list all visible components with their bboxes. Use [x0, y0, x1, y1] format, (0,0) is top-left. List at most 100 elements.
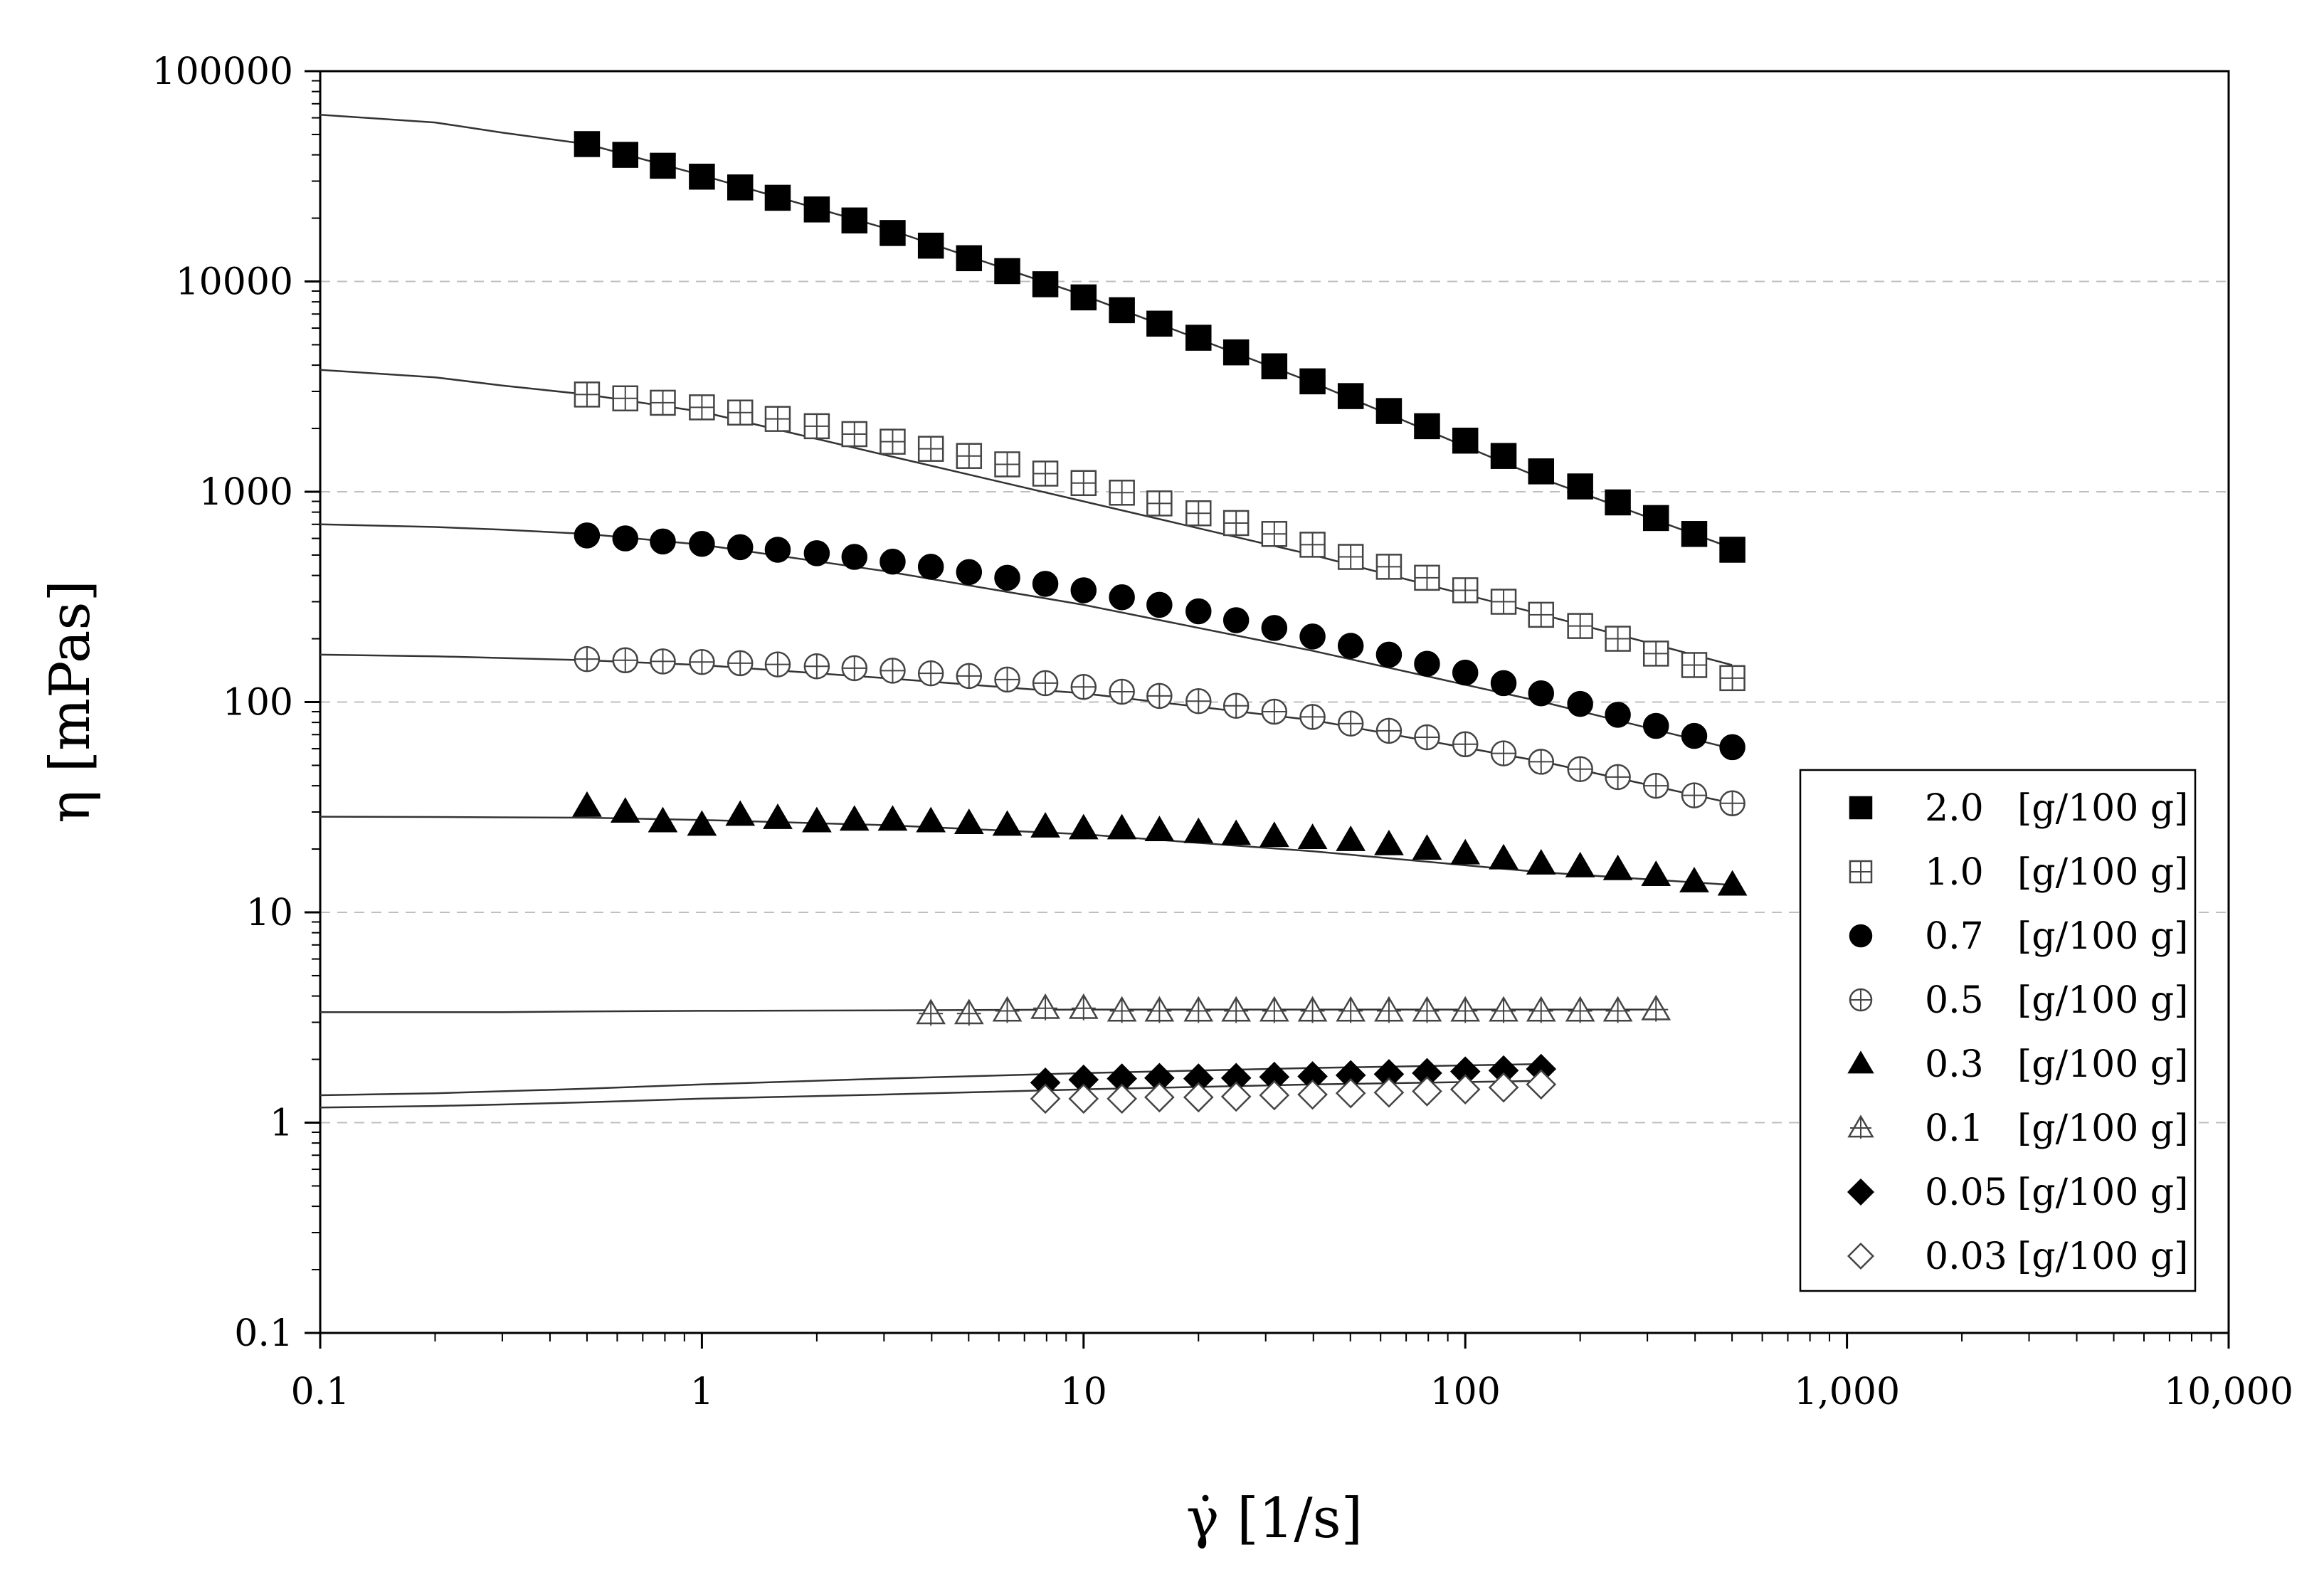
data-point-1.0 [1414, 564, 1440, 591]
data-point-0.5 [1490, 740, 1517, 766]
data-point-2.0 [841, 207, 868, 234]
data-point-0.3 [1297, 823, 1328, 849]
data-point-0.7 [1070, 577, 1097, 603]
y-tick-label: 100 [223, 682, 293, 724]
legend-marker-0.03 [1847, 1242, 1875, 1270]
data-point-0.3 [1221, 819, 1252, 845]
data-point-0.1 [1412, 996, 1442, 1023]
data-point-1.0 [1375, 554, 1403, 580]
data-point-0.03 [1412, 1076, 1442, 1107]
data-point-0.3 [1030, 812, 1060, 838]
data-point-2.0 [1605, 489, 1631, 516]
data-point-1.0 [689, 394, 715, 421]
x-tick-label: 1 [690, 1371, 714, 1413]
data-point-0.3 [687, 810, 717, 836]
data-point-0.7 [1222, 607, 1250, 633]
legend-marker-0.05 [1847, 1178, 1875, 1206]
data-point-0.1 [1221, 996, 1252, 1023]
data-point-1.0 [764, 406, 791, 432]
legend-unit: [g/100 g] [2017, 915, 2188, 958]
data-point-0.5 [956, 663, 983, 690]
data-point-1.0 [1567, 613, 1593, 639]
data-point-2.0 [1146, 310, 1173, 337]
data-point-0.03 [1183, 1082, 1214, 1113]
data-point-2.0 [1681, 521, 1708, 547]
data-point-2.0 [917, 232, 944, 259]
data-point-0.7 [764, 537, 791, 563]
legend-label: 0.3 [1925, 1043, 1984, 1086]
data-point-0.1 [916, 998, 946, 1026]
data-point-0.3 [1374, 829, 1404, 855]
data-point-0.3 [1641, 860, 1671, 886]
data-point-2.0 [880, 220, 906, 246]
data-point-0.5 [1605, 764, 1631, 791]
data-point-0.7 [1146, 591, 1173, 618]
data-point-1.0 [650, 389, 676, 416]
data-point-0.03 [1144, 1082, 1175, 1113]
data-point-1.0 [956, 443, 983, 469]
legend-marker-1.0 [1849, 860, 1873, 884]
data-point-0.03 [1030, 1083, 1061, 1114]
data-point-2.0 [1299, 368, 1326, 395]
y-tick-label: 100000 [152, 51, 293, 93]
data-point-1.0 [1032, 460, 1059, 487]
y-axis-title: η [mPas] [38, 580, 102, 823]
data-point-2.0 [689, 163, 715, 190]
data-point-0.7 [612, 525, 639, 552]
data-point-0.7 [1414, 650, 1440, 677]
data-point-1.0 [1185, 500, 1212, 527]
fit-curves [319, 114, 1733, 1109]
data-point-0.5 [1109, 678, 1135, 705]
data-point-2.0 [574, 131, 601, 157]
data-point-0.7 [1299, 623, 1326, 650]
legend-label: 2.0 [1925, 787, 1984, 830]
data-point-0.7 [650, 528, 676, 555]
data-point-0.1 [1068, 993, 1099, 1021]
data-point-0.3 [1412, 834, 1442, 860]
data-point-0.5 [880, 658, 906, 684]
axis-ticks [305, 70, 2230, 1349]
data-point-2.0 [1261, 353, 1288, 379]
data-point-1.0 [917, 436, 944, 462]
data-point-0.7 [994, 564, 1020, 591]
legend-marker-0.3 [1847, 1050, 1874, 1074]
data-point-0.5 [727, 650, 754, 677]
data-point-0.7 [689, 531, 715, 557]
data-point-2.0 [1414, 413, 1440, 440]
data-point-0.7 [880, 549, 906, 575]
data-point-2.0 [956, 245, 983, 272]
data-point-0.7 [1375, 641, 1403, 668]
data-point-0.5 [1032, 670, 1059, 697]
data-point-0.3 [916, 806, 946, 833]
data-point-0.1 [1297, 996, 1328, 1023]
x-tick-label: 10,000 [2164, 1371, 2293, 1413]
data-point-2.0 [1070, 284, 1097, 311]
data-point-1.0 [574, 381, 601, 408]
data-point-0.3 [954, 808, 984, 834]
legend-unit: [g/100 g] [2017, 1107, 2188, 1150]
data-markers [572, 131, 1748, 1114]
data-point-0.3 [610, 797, 640, 823]
data-point-0.7 [1109, 584, 1135, 611]
data-point-0.1 [1565, 996, 1595, 1023]
legend-unit: [g/100 g] [2017, 1235, 2188, 1278]
data-point-0.3 [1602, 854, 1633, 880]
data-point-0.3 [572, 791, 602, 817]
data-point-0.7 [956, 559, 983, 586]
data-point-2.0 [1375, 398, 1403, 424]
data-point-0.1 [1526, 996, 1556, 1023]
legend-unit: [g/100 g] [2017, 1171, 2188, 1214]
legend-unit: [g/100 g] [2017, 851, 2188, 894]
data-point-0.3 [1068, 813, 1099, 840]
data-point-0.7 [1185, 598, 1212, 625]
data-point-2.0 [1567, 473, 1593, 500]
data-point-0.3 [1144, 816, 1175, 842]
legend-label: 0.05 [1925, 1171, 2007, 1214]
legend-marker-0.5 [1849, 988, 1873, 1012]
fit-curve-2.0 [319, 114, 1733, 549]
legend-unit: [g/100 g] [2017, 787, 2188, 830]
data-point-0.3 [1183, 817, 1214, 843]
x-tick-label: 10 [1060, 1371, 1107, 1413]
data-point-0.5 [1337, 710, 1364, 737]
data-point-2.0 [1452, 427, 1479, 454]
